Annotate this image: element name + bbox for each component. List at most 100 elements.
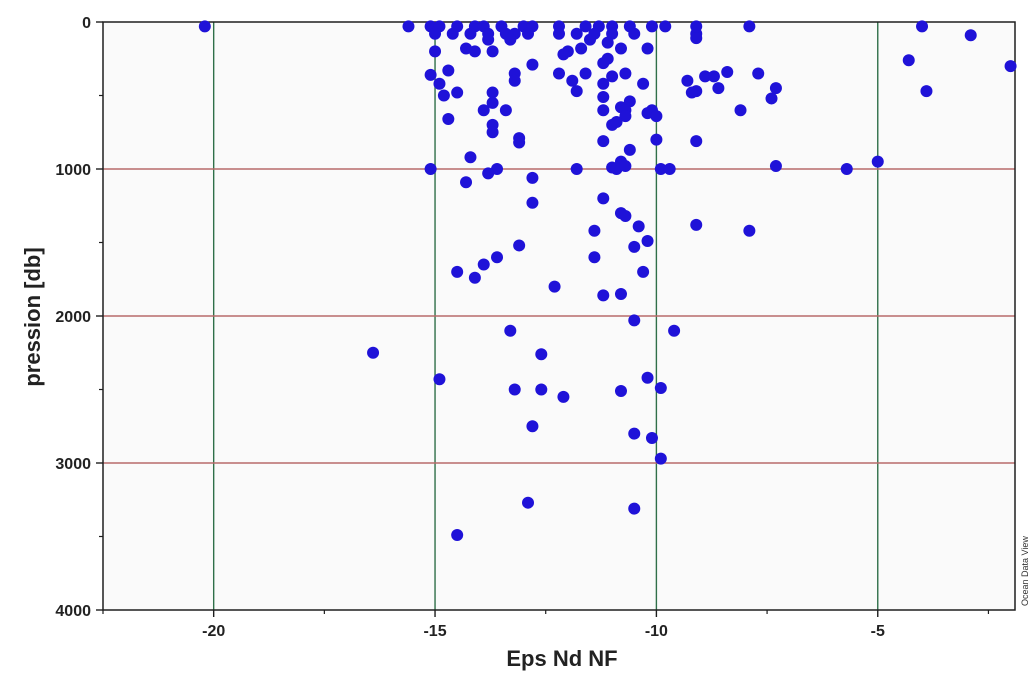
data-point <box>614 42 627 55</box>
data-point <box>654 382 667 395</box>
data-point <box>570 85 583 98</box>
y-tick-labels: 0 1000 2000 3000 4000 <box>55 15 91 620</box>
data-point <box>486 45 499 58</box>
data-point <box>433 77 446 90</box>
y-tick-label: 2000 <box>55 309 91 326</box>
data-point <box>446 27 459 40</box>
data-point <box>597 192 610 205</box>
data-point <box>482 167 495 180</box>
data-point <box>486 96 499 109</box>
data-point <box>575 42 588 55</box>
data-point <box>464 151 477 164</box>
data-point <box>597 57 610 70</box>
data-point <box>840 163 853 175</box>
data-point <box>583 33 596 46</box>
data-point <box>690 135 703 148</box>
data-point <box>668 324 681 337</box>
data-point <box>685 86 698 99</box>
data-point <box>535 383 548 396</box>
data-point <box>526 420 539 433</box>
data-point <box>367 346 380 359</box>
x-tick-label: -20 <box>202 623 225 640</box>
data-point <box>486 86 499 99</box>
data-point <box>765 92 778 105</box>
data-point <box>628 314 641 327</box>
data-point <box>721 65 734 78</box>
data-point <box>566 74 579 87</box>
data-point <box>526 171 539 184</box>
data-point <box>557 48 570 61</box>
data-point <box>508 74 521 87</box>
data-point <box>619 160 632 173</box>
data-point <box>553 67 565 80</box>
data-point <box>451 529 464 542</box>
data-point <box>628 427 641 440</box>
data-point <box>916 20 929 33</box>
data-point <box>641 235 654 248</box>
x-tick-label: -10 <box>645 623 668 640</box>
data-point <box>482 33 495 46</box>
y-tick-label: 1000 <box>55 162 91 179</box>
data-point <box>681 74 694 87</box>
data-point <box>619 67 632 80</box>
data-point <box>597 135 610 148</box>
data-point <box>504 33 517 46</box>
data-point <box>645 20 658 33</box>
data-point <box>752 67 765 80</box>
data-point <box>734 104 747 117</box>
data-point <box>628 240 641 253</box>
data-point <box>499 104 512 117</box>
data-point <box>871 155 884 168</box>
data-point <box>468 45 481 58</box>
x-axis-title: Eps Nd NF <box>506 646 617 671</box>
data-point <box>597 289 610 302</box>
data-point <box>460 176 473 189</box>
data-point <box>699 70 712 83</box>
data-point <box>522 496 535 509</box>
data-point <box>964 29 977 42</box>
y-axis-title: pression [db] <box>20 247 45 386</box>
data-point <box>508 383 521 396</box>
data-point <box>464 27 477 40</box>
data-point <box>570 163 583 175</box>
data-point <box>429 45 442 58</box>
data-point <box>606 70 619 83</box>
data-point <box>650 110 663 123</box>
data-point <box>645 432 658 445</box>
data-point <box>619 110 632 123</box>
data-point <box>198 20 211 33</box>
data-point <box>477 258 490 271</box>
data-point <box>628 27 641 40</box>
data-point <box>614 287 627 300</box>
data-point <box>637 77 650 90</box>
data-point <box>491 163 504 175</box>
data-point <box>610 115 623 128</box>
data-point <box>628 502 641 515</box>
data-point <box>920 85 933 98</box>
data-point <box>491 251 504 264</box>
data-point <box>707 70 720 83</box>
data-point <box>601 36 614 49</box>
watermark-ocean-data-view: Ocean Data View <box>1020 536 1030 606</box>
y-tick-label: 0 <box>82 15 91 32</box>
data-point <box>614 384 627 397</box>
data-point <box>468 271 481 284</box>
data-point <box>654 452 667 465</box>
data-point <box>588 251 601 264</box>
data-point <box>451 265 464 278</box>
data-point <box>623 143 636 156</box>
data-point <box>712 82 725 95</box>
data-point <box>553 27 565 40</box>
data-point <box>663 163 676 175</box>
data-point <box>597 90 610 103</box>
x-tick-label: -15 <box>423 623 446 640</box>
data-point <box>637 265 650 278</box>
data-point <box>526 58 539 71</box>
data-point <box>513 239 526 252</box>
data-point <box>433 373 446 386</box>
x-tick-label: -5 <box>871 623 885 640</box>
data-point <box>477 104 490 117</box>
y-tick-label: 4000 <box>55 603 91 620</box>
data-point <box>654 163 667 175</box>
